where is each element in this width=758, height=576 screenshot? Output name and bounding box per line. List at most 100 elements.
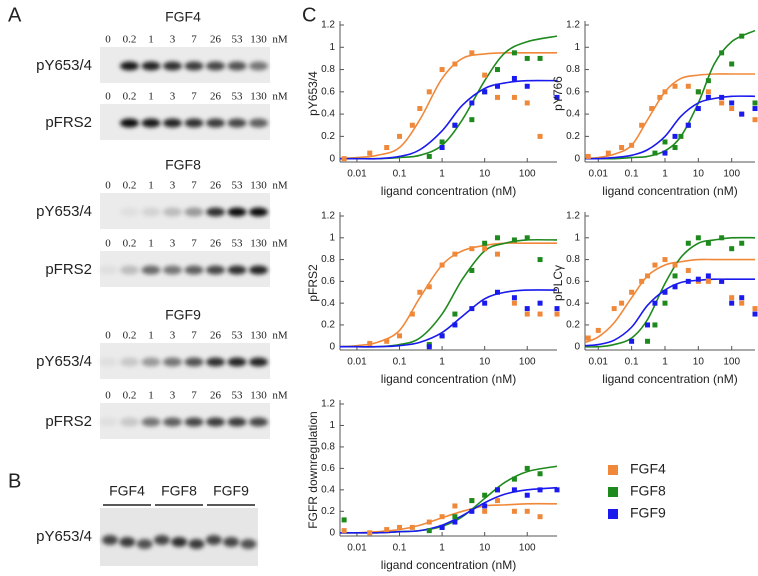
x-tick-label: 1 [439, 357, 445, 368]
x-axis-label: ligand concentration (nM) [381, 184, 516, 198]
band [99, 208, 118, 217]
data-point [729, 300, 735, 306]
x-tick-label: 100 [723, 357, 740, 368]
data-point [752, 117, 758, 123]
data-point [685, 278, 691, 284]
data-point [752, 100, 758, 106]
band [120, 357, 139, 367]
data-point [511, 508, 517, 514]
lane-label: 1 [148, 91, 154, 103]
data-point [662, 89, 668, 95]
data-point [695, 89, 701, 95]
data-point [585, 335, 591, 341]
lane-label: 3 [170, 330, 176, 342]
band [206, 207, 225, 217]
fit-curve [584, 258, 755, 344]
data-point [611, 306, 617, 312]
x-axis-label: ligand concentration (nM) [381, 558, 516, 572]
data-point [649, 106, 655, 112]
band [249, 357, 268, 367]
data-point [537, 257, 543, 263]
lane-label: 130 [250, 34, 267, 46]
data-point [672, 284, 678, 290]
data-point [469, 50, 475, 56]
data-point [426, 153, 432, 159]
lane-label: 0.2 [123, 238, 137, 250]
x-tick-label: 0.1 [625, 169, 639, 180]
lane-label: 0.2 [123, 330, 137, 342]
band [141, 265, 161, 275]
data-point [739, 111, 745, 117]
data-point [469, 508, 475, 514]
legend-label: FGF8 [630, 483, 666, 499]
data-point [652, 150, 658, 156]
band [163, 207, 182, 217]
data-point [652, 322, 658, 328]
band [119, 537, 136, 547]
band [99, 119, 118, 128]
y-tick-label: 0.2 [321, 506, 335, 517]
band [227, 61, 247, 71]
band [249, 118, 268, 128]
data-point [629, 338, 635, 344]
x-tick-label: 0.01 [347, 357, 367, 368]
y-tick-label: 0.8 [321, 254, 335, 265]
y-tick-label: 1 [574, 232, 580, 243]
band [206, 265, 225, 275]
data-point [752, 306, 758, 312]
x-tick-label: 0.1 [393, 169, 407, 180]
data-point [705, 240, 711, 246]
band [223, 537, 240, 547]
data-point [685, 240, 691, 246]
data-point [719, 50, 725, 56]
unit-label: nM [272, 390, 288, 402]
data-point [439, 514, 445, 520]
band [171, 537, 188, 547]
y-tick-label: 0.4 [566, 298, 580, 309]
y-tick-label: 1 [329, 420, 335, 431]
data-point [554, 311, 560, 317]
data-point [554, 94, 560, 100]
y-tick-label: 0.4 [566, 109, 580, 120]
data-point [494, 83, 500, 89]
band [249, 207, 268, 217]
data-point [469, 100, 475, 106]
data-point [417, 106, 423, 112]
fit-curve [584, 236, 756, 348]
lane-label: 130 [250, 390, 267, 402]
data-point [494, 67, 500, 73]
fit-curve [584, 73, 755, 160]
data-point [439, 262, 445, 268]
data-point [729, 100, 735, 106]
data-point [452, 251, 458, 257]
lane-label: 7 [191, 238, 197, 250]
data-point [629, 289, 635, 295]
lane-label: 53 [232, 91, 244, 103]
data-point [452, 311, 458, 317]
band [227, 207, 247, 217]
blot-title: FGF8 [165, 157, 201, 173]
data-point [494, 289, 500, 295]
data-point [409, 122, 415, 128]
x-tick-label: 1 [662, 169, 668, 180]
data-point [672, 83, 678, 89]
fit-curve [584, 29, 756, 160]
data-point [652, 300, 658, 306]
data-point [752, 311, 758, 317]
lane-label: 26 [210, 390, 222, 402]
band [120, 417, 139, 427]
band [227, 357, 247, 367]
data-point [662, 289, 668, 295]
data-point [452, 322, 458, 328]
data-point [739, 240, 745, 246]
row-label: pY653/4 [36, 353, 92, 370]
data-point [426, 284, 432, 290]
data-point [397, 133, 403, 139]
y-tick-label: 1.2 [321, 211, 335, 222]
x-tick-label: 10 [693, 169, 705, 180]
band [249, 417, 268, 427]
y-tick-label: 0.8 [321, 442, 335, 453]
band [98, 417, 118, 427]
data-point [639, 278, 645, 284]
